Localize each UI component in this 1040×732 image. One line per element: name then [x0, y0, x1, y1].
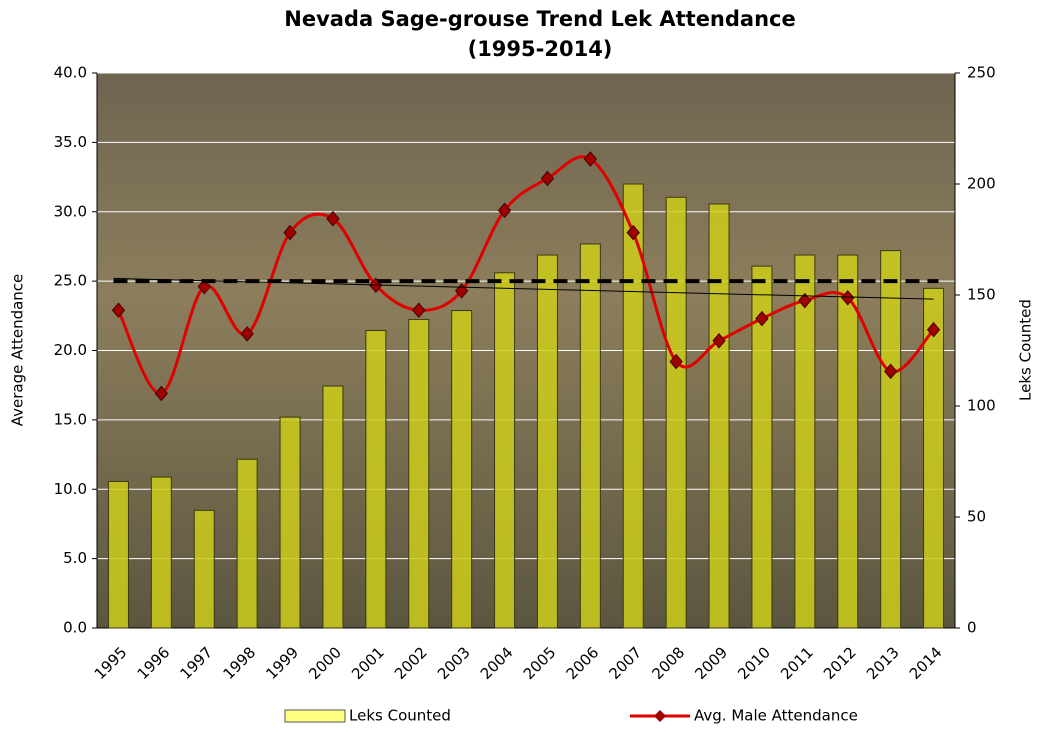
legend-label: Avg. Male Attendance — [694, 707, 858, 725]
x-tick-label: 1996 — [134, 643, 174, 683]
y2-tick-label: 200 — [967, 175, 996, 193]
bar — [666, 197, 686, 628]
y-tick-label: 30.0 — [54, 202, 87, 220]
bar — [151, 477, 171, 628]
bar — [795, 255, 815, 628]
legend-label: Leks Counted — [349, 707, 451, 725]
x-tick-label: 1995 — [91, 643, 131, 683]
bar — [280, 417, 300, 628]
x-tick-label: 2002 — [391, 643, 431, 683]
y2-tick-label: 250 — [967, 64, 996, 82]
y2-tick-label: 100 — [967, 397, 996, 415]
legend-swatch — [285, 710, 345, 722]
x-tick-label: 2003 — [434, 643, 474, 683]
x-tick-label: 1998 — [219, 643, 259, 683]
bar — [409, 319, 429, 628]
y2-axis-title: Leks Counted — [1017, 299, 1035, 401]
bar — [881, 251, 901, 628]
bar — [194, 510, 214, 628]
y-tick-label: 40.0 — [54, 64, 87, 82]
x-tick-label: 2000 — [305, 643, 345, 683]
y-tick-label: 20.0 — [54, 341, 87, 359]
x-tick-label: 2007 — [606, 643, 646, 683]
x-tick-label: 2011 — [777, 643, 817, 683]
x-tick-label: 2009 — [691, 643, 731, 683]
x-tick-label: 2004 — [477, 643, 517, 683]
y2-tick-label: 150 — [967, 286, 996, 304]
y-tick-label: 25.0 — [54, 272, 87, 290]
x-tick-label: 2013 — [863, 643, 903, 683]
bar — [323, 386, 343, 628]
y-axis-title: Average Attendance — [9, 274, 27, 427]
bar — [366, 331, 386, 628]
chart-title: Nevada Sage-grouse Trend Lek Attendance — [284, 7, 795, 31]
chart-subtitle: (1995-2014) — [468, 37, 613, 61]
y-tick-label: 10.0 — [54, 480, 87, 498]
chart: Nevada Sage-grouse Trend Lek Attendance … — [0, 0, 1040, 732]
x-tick-label: 2012 — [820, 643, 860, 683]
bar — [537, 255, 557, 628]
x-tick-label: 2008 — [648, 643, 688, 683]
page: Nevada Sage-grouse Trend Lek Attendance … — [0, 0, 1040, 732]
y-tick-label: 35.0 — [54, 133, 87, 151]
legend-marker — [654, 710, 666, 722]
y-tick-label: 5.0 — [63, 549, 87, 567]
y2-tick-label: 50 — [967, 508, 986, 526]
bar — [108, 481, 128, 628]
x-tick-label: 1999 — [262, 643, 302, 683]
y-tick-label: 0.0 — [63, 619, 87, 637]
y2-tick-label: 0 — [967, 619, 977, 637]
x-tick-label: 2005 — [520, 643, 560, 683]
bar — [495, 273, 515, 628]
y-tick-label: 15.0 — [54, 410, 87, 428]
bar — [580, 244, 600, 628]
bar — [237, 459, 257, 628]
x-tick-label: 1997 — [177, 643, 217, 683]
bar — [838, 255, 858, 628]
x-tick-label: 2001 — [348, 643, 388, 683]
bar — [709, 204, 729, 628]
x-tick-label: 2006 — [563, 643, 603, 683]
x-tick-label: 2010 — [734, 643, 774, 683]
bar — [452, 311, 472, 628]
x-tick-label: 2014 — [906, 643, 946, 683]
